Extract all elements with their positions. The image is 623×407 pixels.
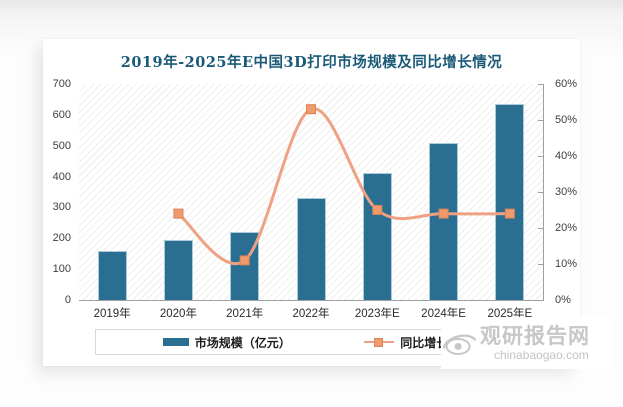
right-tick-60%: 60% xyxy=(555,78,578,90)
right-tick-40%: 40% xyxy=(555,150,578,162)
left-tick-200: 200 xyxy=(52,232,71,245)
left-tick-700: 700 xyxy=(52,78,71,90)
right-tick-50%: 50% xyxy=(555,114,578,126)
left-tick-100: 100 xyxy=(52,263,71,276)
line-series-swatch xyxy=(364,337,395,347)
watermark: 观研报告网 chinabaogao.com xyxy=(441,317,613,369)
bar-2020年 xyxy=(163,240,193,300)
right-tick-10%: 10% xyxy=(555,258,578,270)
x-label-2020年: 2020年 xyxy=(159,308,197,320)
left-tick-300: 300 xyxy=(52,201,71,214)
growth-marker-2023年E xyxy=(372,205,383,215)
growth-line-layer xyxy=(173,104,515,266)
bar-2025年E xyxy=(495,104,525,300)
watermark-text: 观研报告网 chinabaogao.com xyxy=(480,326,590,361)
legend-label-growth: 同比增长 xyxy=(400,335,449,350)
bar-2019年 xyxy=(97,251,127,300)
right-tick-mark-0% xyxy=(538,300,544,301)
left-tick-0: 0 xyxy=(64,294,71,306)
x-label-2023年E: 2023年E xyxy=(354,308,400,320)
left-tick-500: 500 xyxy=(52,139,71,152)
right-tick-30%: 30% xyxy=(555,186,578,198)
left-tick-600: 600 xyxy=(52,108,71,121)
bar-series-swatch xyxy=(162,338,189,346)
bar-2022年 xyxy=(296,198,326,300)
right-tick-mark-10% xyxy=(538,264,544,265)
growth-marker-2025年E xyxy=(504,208,515,219)
x-label-2022年: 2022年 xyxy=(292,308,330,320)
legend-label-market-size: 市场规模（亿元） xyxy=(194,335,291,350)
right-tick-20%: 20% xyxy=(555,222,578,234)
line-series-marker xyxy=(374,337,384,347)
watermark-name: 观研报告网 xyxy=(480,324,590,348)
growth-marker-2020年 xyxy=(173,208,184,219)
right-tick-mark-60% xyxy=(538,84,544,85)
growth-marker-2021年 xyxy=(239,255,250,266)
legend-item-growth: 同比增长 xyxy=(364,334,448,351)
right-tick-mark-50% xyxy=(538,120,544,121)
x-label-2019年: 2019年 xyxy=(93,308,131,320)
left-tick-400: 400 xyxy=(52,170,71,183)
growth-marker-2022年 xyxy=(306,104,316,115)
legend-item-market-size: 市场规模（亿元） xyxy=(162,334,291,351)
chart-card: 2019年-2025年E中国3D打印市场规模及同比增长情况 2019年 2020年… xyxy=(43,39,580,366)
watermark-eye-logo xyxy=(442,334,477,355)
bar-2023年E xyxy=(362,173,392,300)
watermark-url: chinabaogao.com xyxy=(494,347,589,362)
right-tick-0%: 0% xyxy=(555,294,571,306)
plot-area xyxy=(79,84,543,301)
right-tick-mark-20% xyxy=(538,228,544,229)
right-tick-mark-40% xyxy=(538,156,544,157)
chart-title: 2019年-2025年E中国3D打印市场规模及同比增长情况 xyxy=(120,54,503,71)
right-tick-mark-30% xyxy=(538,192,544,193)
growth-line xyxy=(177,107,510,265)
bar-2024年E xyxy=(429,143,459,300)
growth-marker-2024年E xyxy=(438,208,449,219)
x-label-2021年: 2021年 xyxy=(226,308,264,320)
x-axis-labels: 2019年 2020年 2021年 2022年 2023年E 2024年E 2025年E xyxy=(79,305,543,321)
